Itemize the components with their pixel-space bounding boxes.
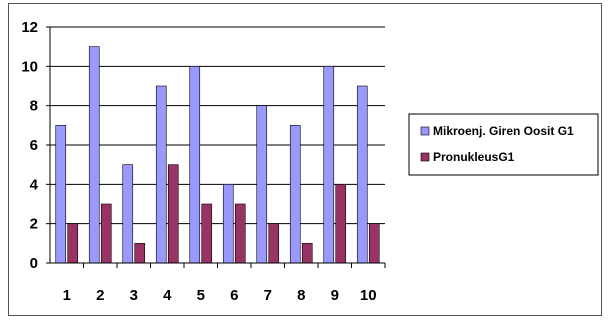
bar-series-2-cat-10 (368, 223, 380, 264)
bar-series-2-cat-6 (234, 203, 246, 264)
bar-series-1-cat-1 (55, 125, 67, 264)
y-tick-label: 10 (21, 58, 38, 75)
bar-series-2-cat-5 (201, 203, 213, 264)
bar-series-1-cat-2 (88, 46, 100, 264)
legend-swatch-series-2 (420, 152, 430, 162)
x-tick-label: 6 (230, 287, 238, 304)
bar-series-2-cat-7 (268, 223, 280, 264)
x-tick-label: 1 (63, 287, 71, 304)
bar-series-2-cat-9 (335, 184, 347, 264)
bar-series-1-cat-4 (155, 85, 167, 264)
bar-series-1-cat-6 (222, 184, 234, 264)
x-tick-label: 4 (163, 287, 172, 304)
x-tick-label: 9 (331, 287, 339, 304)
bar-series-1-cat-8 (289, 125, 301, 264)
bar-series-2-cat-2 (100, 203, 112, 264)
x-tick-label: 2 (96, 287, 104, 304)
bar-series-1-cat-3 (122, 164, 134, 264)
bar-series-2-cat-8 (301, 243, 313, 264)
bar-series-2-cat-3 (134, 243, 146, 264)
y-tick-labels: 0 2 4 6 8 10 12 (21, 19, 50, 272)
legend-swatch-series-1 (420, 126, 430, 136)
y-tick-label: 0 (30, 255, 38, 272)
x-tick-label: 8 (297, 287, 305, 304)
y-tick-label: 4 (30, 176, 39, 193)
legend-label-series-2: PronukleusG1 (433, 150, 515, 164)
y-tick-label: 2 (30, 216, 38, 233)
bar-series-1-cat-10 (356, 85, 368, 264)
x-tick-label: 10 (360, 287, 377, 304)
bar-series-2-cat-1 (67, 223, 79, 264)
bar-series-1-cat-5 (189, 66, 201, 264)
x-tick-label: 5 (197, 287, 205, 304)
bar-series-2-cat-4 (167, 164, 179, 264)
bar-series-1-cat-7 (256, 105, 268, 264)
y-tick-label: 6 (30, 137, 38, 154)
x-tick-label: 7 (264, 287, 272, 304)
y-tick-label: 8 (30, 98, 38, 115)
legend: Mikroenj. Giren Oosit G1 PronukleusG1 (408, 113, 599, 176)
bar-series-1-cat-9 (323, 66, 335, 264)
x-tick-labels: 1 2 3 4 5 6 7 8 9 10 (63, 263, 386, 304)
legend-box (408, 113, 599, 176)
x-tick-label: 3 (130, 287, 138, 304)
gridlines (50, 26, 385, 225)
y-tick-label: 12 (21, 19, 38, 36)
bars (55, 46, 380, 264)
legend-label-series-1: Mikroenj. Giren Oosit G1 (433, 124, 574, 138)
